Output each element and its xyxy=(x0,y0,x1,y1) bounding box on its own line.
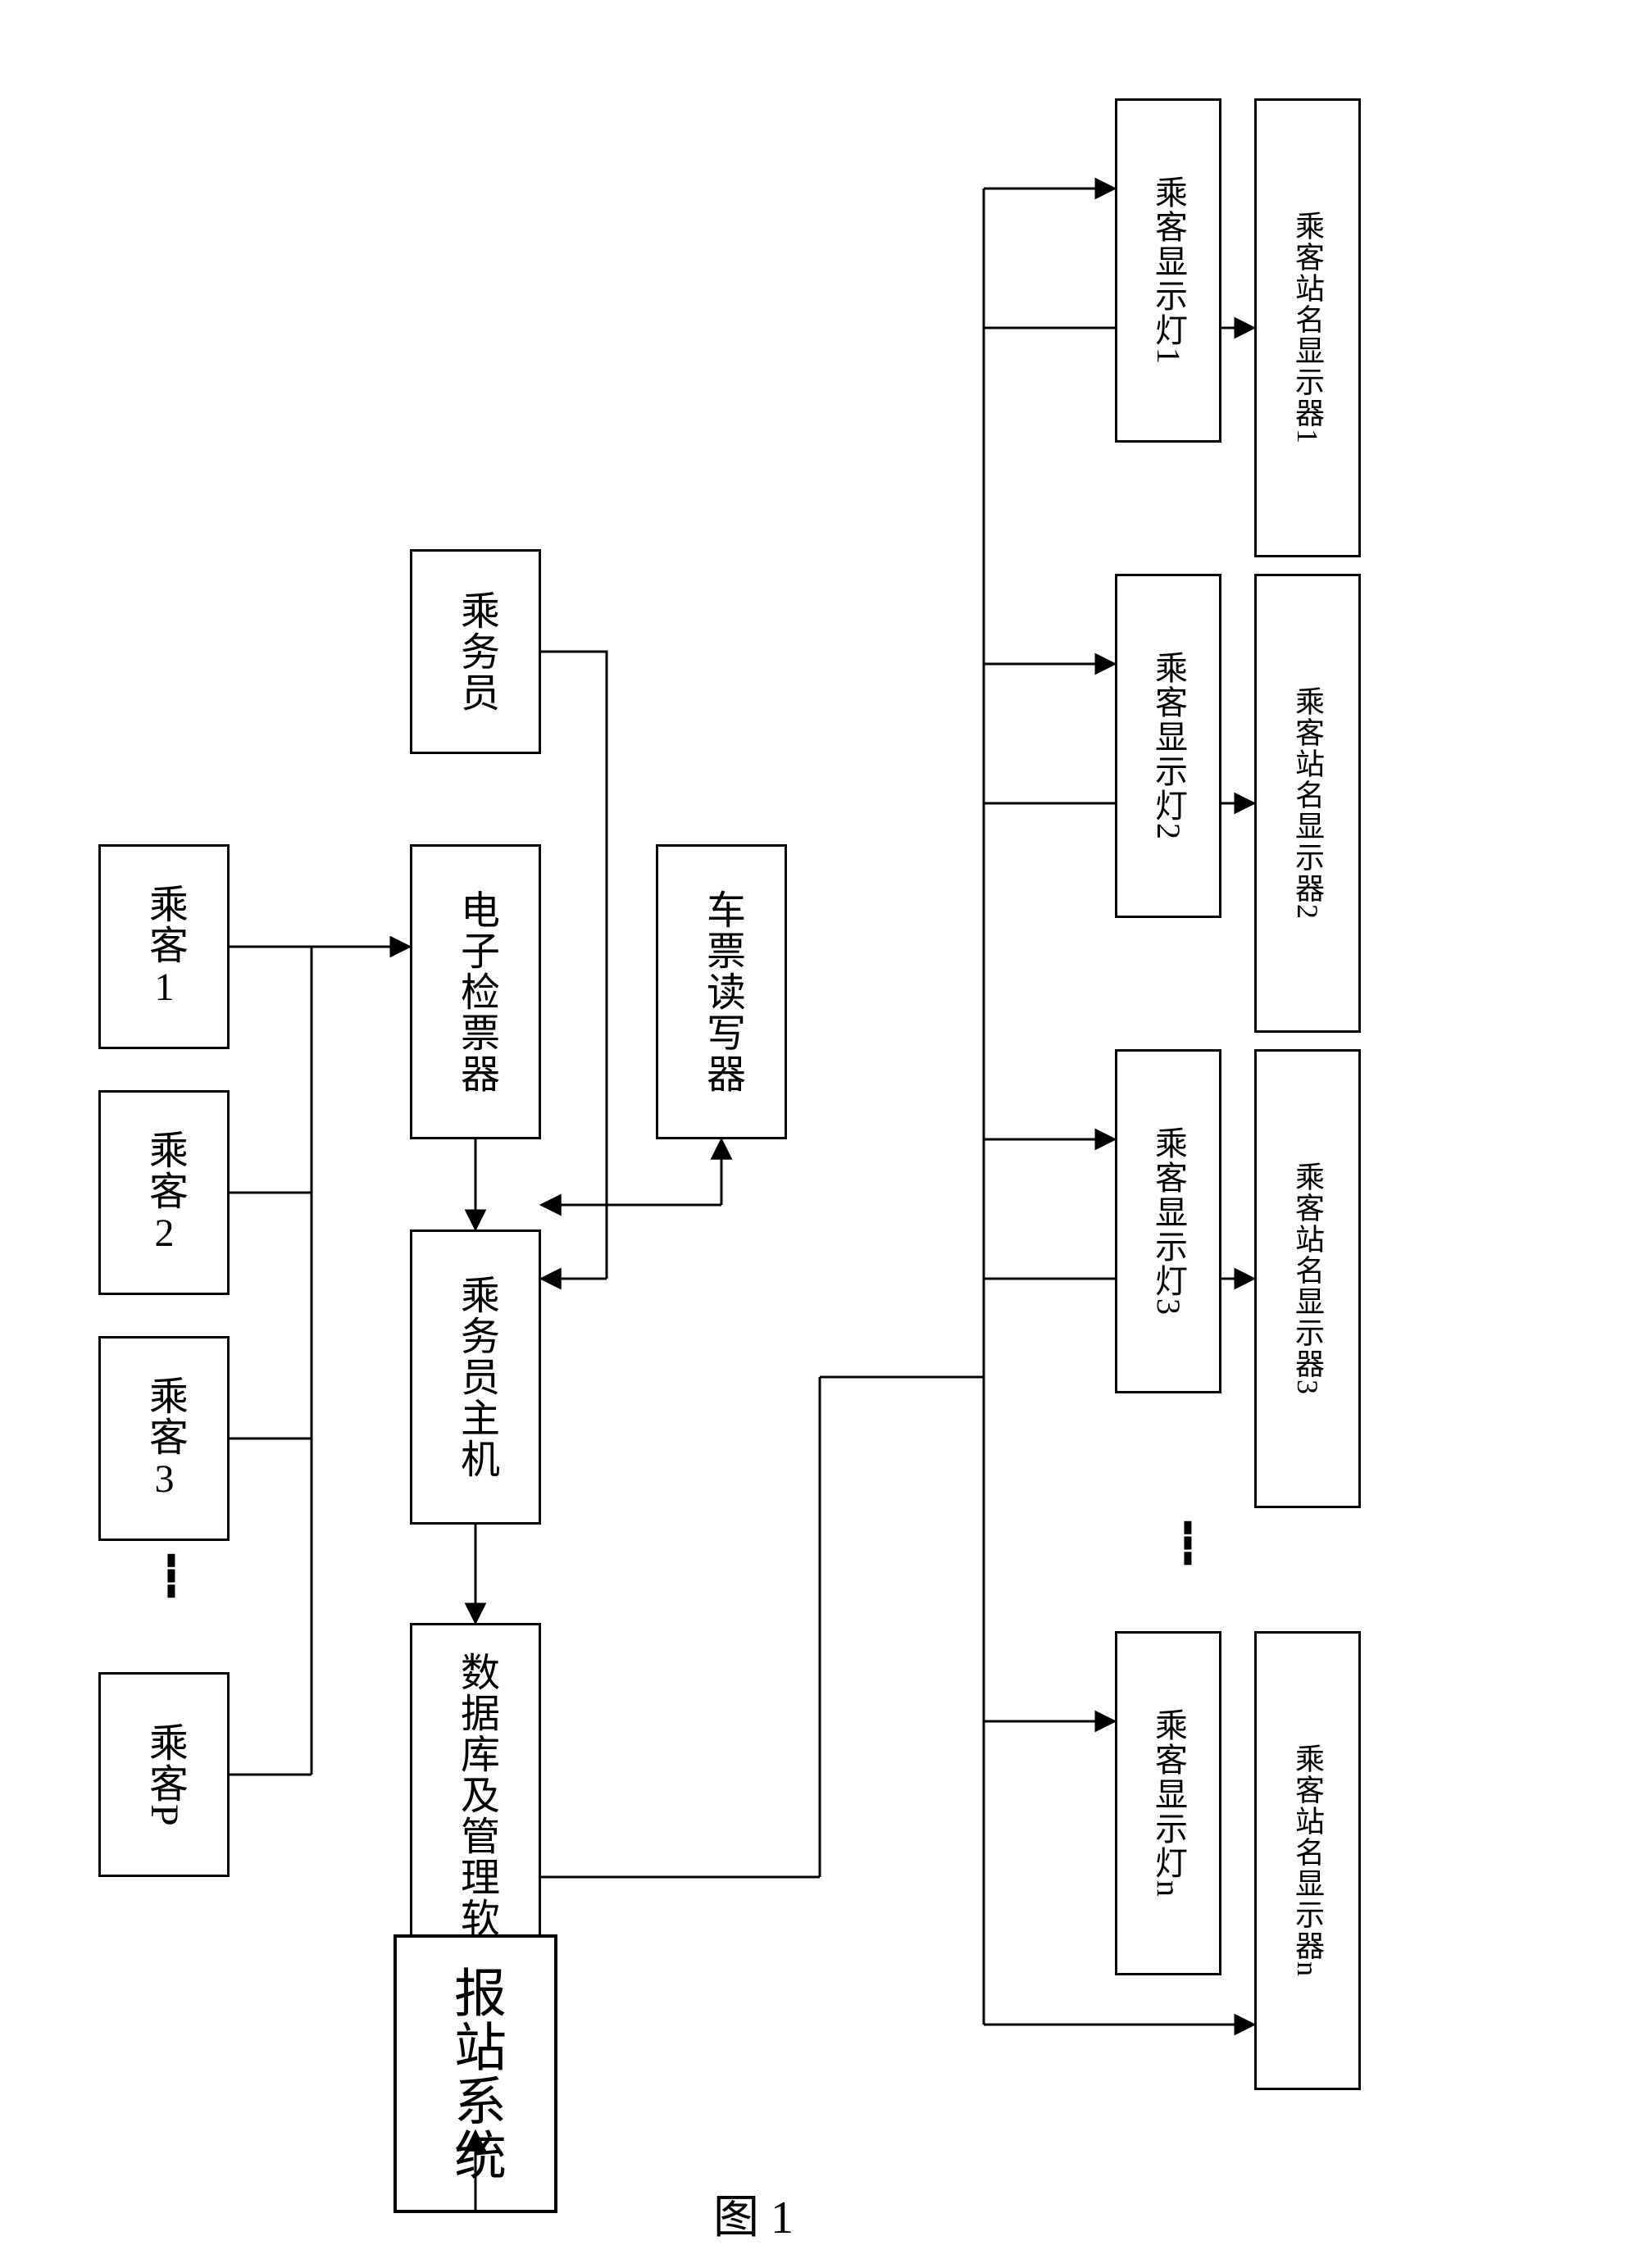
label-passenger-3: 乘客3 xyxy=(135,1375,193,1502)
dots-right: ┇ xyxy=(1164,1520,1210,1573)
box-passenger-2: 乘客2 xyxy=(98,1090,230,1295)
label-passenger-p: 乘客P xyxy=(135,1722,193,1828)
r-disp-1: 乘客站名显示器1 xyxy=(1254,98,1361,557)
r-disp-1-label: 乘客站名显示器1 xyxy=(1286,211,1329,445)
r-light-1-label: 乘客显示灯1 xyxy=(1144,175,1192,366)
r-light-2: 乘客显示灯2 xyxy=(1115,574,1221,918)
r-light-n: 乘客显示灯n xyxy=(1115,1631,1221,1975)
box-passenger-3: 乘客3 xyxy=(98,1336,230,1541)
dots-left: ┇ xyxy=(148,1553,193,1606)
label-checker: 电子检票器 xyxy=(447,889,504,1094)
r-disp-2: 乘客站名显示器2 xyxy=(1254,574,1361,1033)
box-attendant: 乘务员 xyxy=(410,549,541,754)
box-station-broadcast: 报站系统 xyxy=(393,1934,557,2213)
r-disp-3: 乘客站名显示器3 xyxy=(1254,1049,1361,1508)
r-light-2-label: 乘客显示灯2 xyxy=(1144,651,1192,841)
r-light-3-label: 乘客显示灯3 xyxy=(1144,1126,1192,1316)
box-passenger-1: 乘客1 xyxy=(98,844,230,1049)
r-disp-3-label: 乘客站名显示器3 xyxy=(1286,1161,1329,1396)
box-checker: 电子检票器 xyxy=(410,844,541,1139)
r-disp-2-label: 乘客站名显示器2 xyxy=(1286,686,1329,920)
label-ticket-rw: 车票读写器 xyxy=(693,889,750,1094)
r-light-n-label: 乘客显示灯n xyxy=(1144,1708,1192,1898)
label-attendant: 乘务员 xyxy=(447,590,504,713)
r-disp-n-label: 乘客站名显示器n xyxy=(1286,1743,1329,1978)
connectors xyxy=(0,0,1633,2268)
r-disp-n: 乘客站名显示器n xyxy=(1254,1631,1361,2090)
label-passenger-1: 乘客1 xyxy=(135,884,193,1011)
label-passenger-2: 乘客2 xyxy=(135,1129,193,1257)
figure-caption: 图 1 xyxy=(713,2180,794,2247)
label-host: 乘务员主机 xyxy=(447,1275,504,1479)
box-passenger-p: 乘客P xyxy=(98,1672,230,1877)
label-station-broadcast: 报站系统 xyxy=(438,1966,513,2182)
box-host: 乘务员主机 xyxy=(410,1229,541,1525)
diagram-canvas: 乘客1 乘客2 乘客3 ┇ 乘客P 乘务员 电子检票器 乘务员主机 车票读写器 … xyxy=(0,0,1633,2268)
r-light-1: 乘客显示灯1 xyxy=(1115,98,1221,443)
box-ticket-rw: 车票读写器 xyxy=(656,844,787,1139)
r-light-3: 乘客显示灯3 xyxy=(1115,1049,1221,1393)
